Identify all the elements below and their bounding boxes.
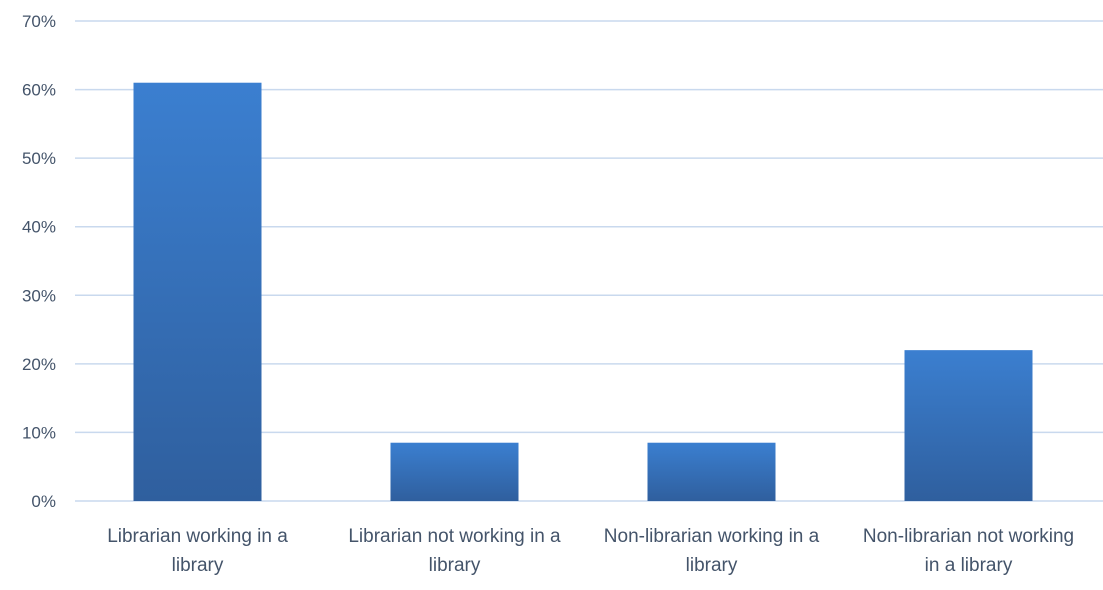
- bar: [647, 442, 776, 501]
- y-tick-label: 60%: [22, 81, 56, 100]
- y-tick-label: 10%: [22, 423, 56, 442]
- x-category-label: library: [429, 555, 481, 576]
- x-category-label: library: [686, 555, 738, 576]
- bar: [390, 442, 519, 501]
- y-tick-label: 20%: [22, 355, 56, 374]
- y-tick-label: 40%: [22, 218, 56, 237]
- x-category-label: library: [172, 555, 224, 576]
- x-axis-labels: Librarian working in a library Librarian n…: [107, 526, 1074, 576]
- y-tick-label: 0%: [31, 492, 56, 511]
- x-category-label: Librarian not working in a: [348, 526, 561, 547]
- bars: [133, 82, 1033, 501]
- y-axis-ticks: 0% 10% 20% 30% 40% 50% 60% 70%: [22, 12, 56, 511]
- y-tick-label: 50%: [22, 149, 56, 168]
- bar: [133, 82, 262, 501]
- x-category-label: Non-librarian not working: [863, 526, 1074, 547]
- x-category-label: in a library: [925, 555, 1013, 576]
- x-category-label: Librarian working in a: [107, 526, 288, 547]
- bar: [904, 350, 1033, 501]
- y-tick-label: 70%: [22, 12, 56, 31]
- y-tick-label: 30%: [22, 286, 56, 305]
- x-category-label: Non-librarian working in a: [604, 526, 820, 547]
